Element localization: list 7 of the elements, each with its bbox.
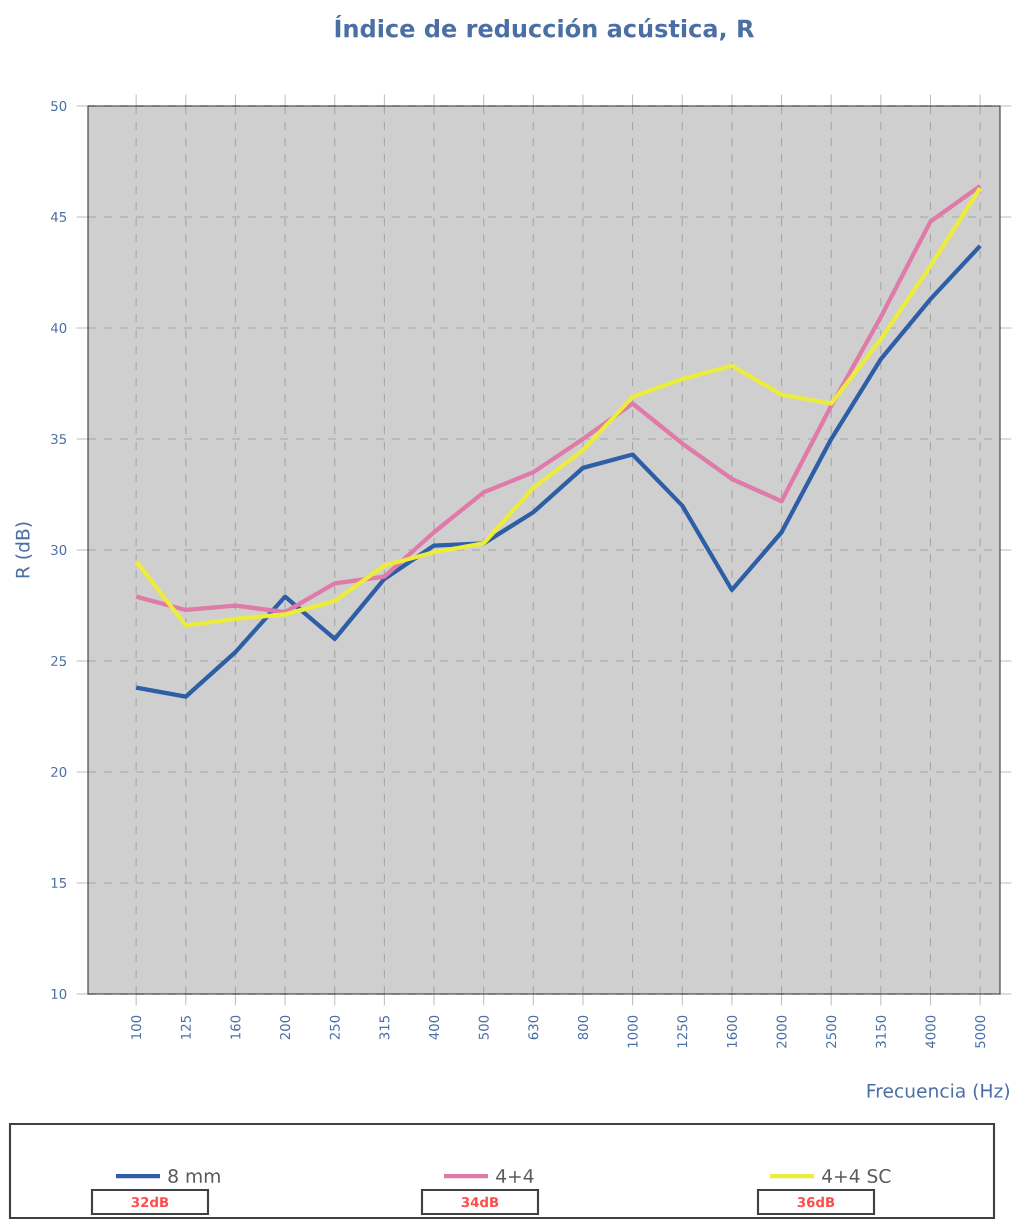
legend-label: 8 mm	[168, 1168, 220, 1184]
y-axis-title: R (dB)	[15, 522, 32, 578]
legend-label: 4+4 SC	[822, 1168, 891, 1184]
legend-label: 4+4	[496, 1169, 534, 1183]
x-axis-title: Frecuencia (Hz)	[867, 1083, 1009, 1101]
chart-title: Índice de reducción acústica, R	[335, 14, 755, 41]
line-series	[134, 243, 983, 699]
